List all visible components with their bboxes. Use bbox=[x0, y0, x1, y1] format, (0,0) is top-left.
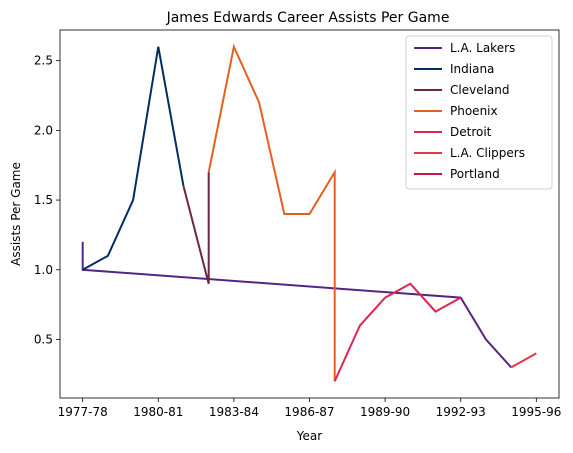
x-axis: 1977-78 1980-81 1983-84 1986-87 1989-90 1992-… bbox=[58, 398, 561, 419]
chart-title: James Edwards Career Assists Per Game bbox=[166, 10, 450, 26]
y-tick-label: 1.0 bbox=[34, 263, 53, 277]
plot-frame bbox=[59, 29, 560, 399]
x-tick-label: 1986-87 bbox=[284, 405, 334, 419]
x-tick-label: 1977-78 bbox=[58, 405, 108, 419]
y-tick-label: 0.5 bbox=[34, 332, 53, 346]
legend-label: Cleveland bbox=[450, 83, 510, 97]
series-line-phoenix bbox=[207, 43, 336, 382]
series-line-indiana bbox=[82, 46, 185, 271]
legend-label: Detroit bbox=[450, 125, 492, 139]
legend-label: L.A. Lakers bbox=[450, 41, 515, 55]
series-line-cleveland bbox=[182, 172, 210, 284]
legend-label: Phoenix bbox=[450, 104, 498, 118]
x-tick-label: 1989-90 bbox=[360, 405, 410, 419]
legend-label: Indiana bbox=[450, 62, 494, 76]
legend-label: Portland bbox=[450, 167, 500, 181]
x-tick-label: 1980-81 bbox=[133, 405, 183, 419]
y-tick-label: 1.5 bbox=[34, 193, 53, 207]
x-tick-label: 1995-96 bbox=[511, 405, 561, 419]
x-axis-label: Year bbox=[296, 429, 322, 443]
legend: L.A. Lakers Indiana Cleveland Phoenix Detroi… bbox=[405, 35, 553, 190]
series-line-detroit bbox=[333, 282, 462, 382]
legend-box bbox=[405, 35, 553, 190]
y-axis-label: Assists Per Game bbox=[9, 162, 23, 266]
y-tick-label: 2.0 bbox=[34, 123, 53, 137]
y-tick-label: 2.5 bbox=[34, 54, 53, 68]
y-axis: 0.5 1.0 1.5 2.0 2.5 bbox=[34, 54, 60, 346]
x-tick-label: 1983-84 bbox=[209, 405, 259, 419]
x-tick-label: 1992-93 bbox=[436, 405, 486, 419]
series-group bbox=[81, 43, 537, 382]
legend-label: L.A. Clippers bbox=[450, 146, 525, 160]
series-line-l-a-clippers bbox=[510, 352, 537, 369]
